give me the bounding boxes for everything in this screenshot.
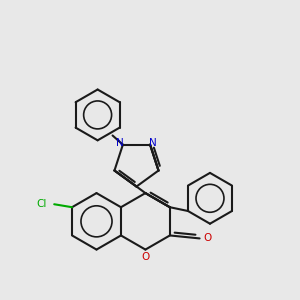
Text: Cl: Cl (36, 199, 47, 209)
Text: O: O (141, 252, 149, 262)
Text: O: O (203, 233, 211, 243)
Text: N: N (149, 138, 157, 148)
Text: N: N (116, 138, 124, 148)
